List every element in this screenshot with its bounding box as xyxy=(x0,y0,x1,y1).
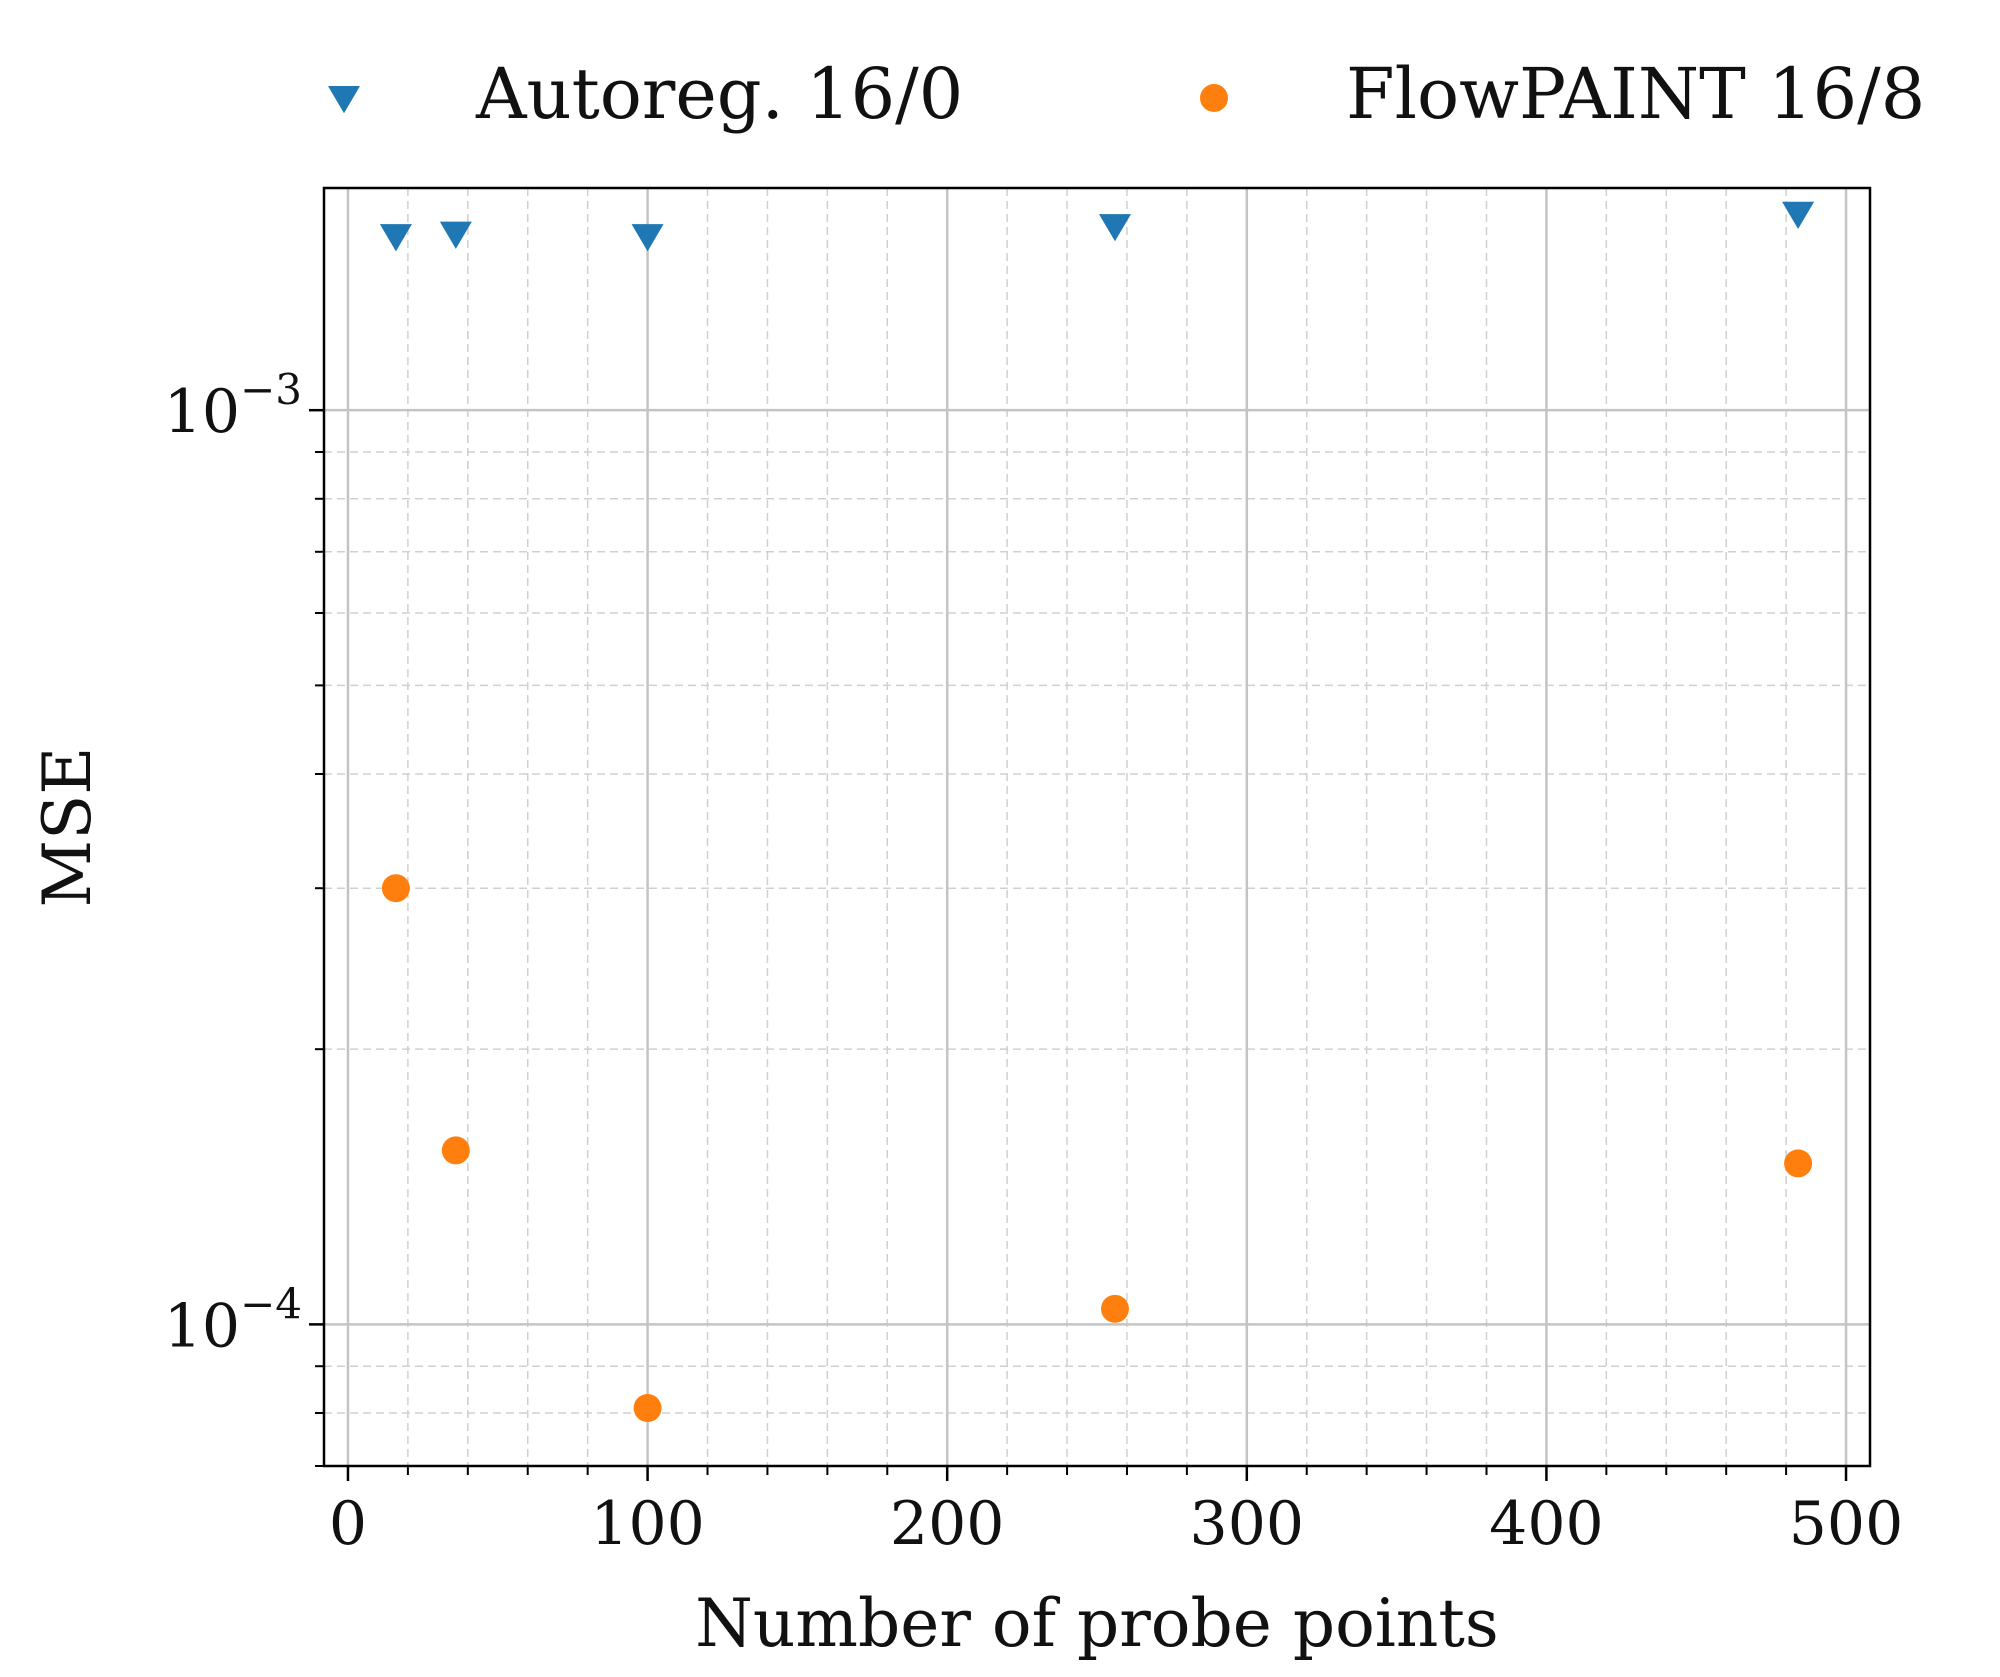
x-tick-label: 100 xyxy=(590,1489,705,1559)
legend-item-autoreg: Autoreg. 16/0 xyxy=(328,53,963,135)
legend-label-autoreg: Autoreg. 16/0 xyxy=(475,53,963,135)
data-point-autoreg xyxy=(379,224,412,252)
data-point-flowpaint xyxy=(633,1394,662,1423)
y-tick-label: 10−4 xyxy=(164,1279,302,1361)
tick-labels: 0 100 200 300 400 500 10−3 10−4 xyxy=(164,365,1904,1559)
legend-label-flowpaint: FlowPAINT 16/8 xyxy=(1346,53,1925,135)
plot-area-frame xyxy=(322,186,1872,1468)
data-markers xyxy=(379,201,1815,1423)
data-point-flowpaint xyxy=(441,1136,470,1165)
legend-triangle-icon xyxy=(328,86,360,114)
y-tick-label: 10−3 xyxy=(164,365,302,447)
data-point-autoreg xyxy=(631,224,664,252)
minor-grid xyxy=(324,188,1870,1467)
x-tick-label: 0 xyxy=(329,1489,367,1559)
legend-item-flowpaint: FlowPAINT 16/8 xyxy=(1200,53,1925,135)
data-point-flowpaint xyxy=(381,874,410,903)
data-point-autoreg xyxy=(1098,214,1131,242)
y-axis-label: MSE xyxy=(29,747,106,908)
data-point-autoreg xyxy=(1782,201,1815,229)
x-tick-label: 300 xyxy=(1190,1489,1305,1559)
data-point-autoreg xyxy=(439,221,472,249)
x-tick-label: 200 xyxy=(890,1489,1005,1559)
legend: Autoreg. 16/0 FlowPAINT 16/8 xyxy=(328,53,1925,135)
axis-ticks xyxy=(309,408,1848,1481)
x-axis-label: Number of probe points xyxy=(695,1585,1499,1662)
major-grid xyxy=(324,188,1870,1466)
x-tick-label: 500 xyxy=(1789,1489,1904,1559)
legend-circle-icon xyxy=(1200,84,1228,112)
x-tick-label: 400 xyxy=(1489,1489,1604,1559)
data-point-flowpaint xyxy=(1784,1149,1813,1178)
data-point-flowpaint xyxy=(1100,1294,1129,1323)
